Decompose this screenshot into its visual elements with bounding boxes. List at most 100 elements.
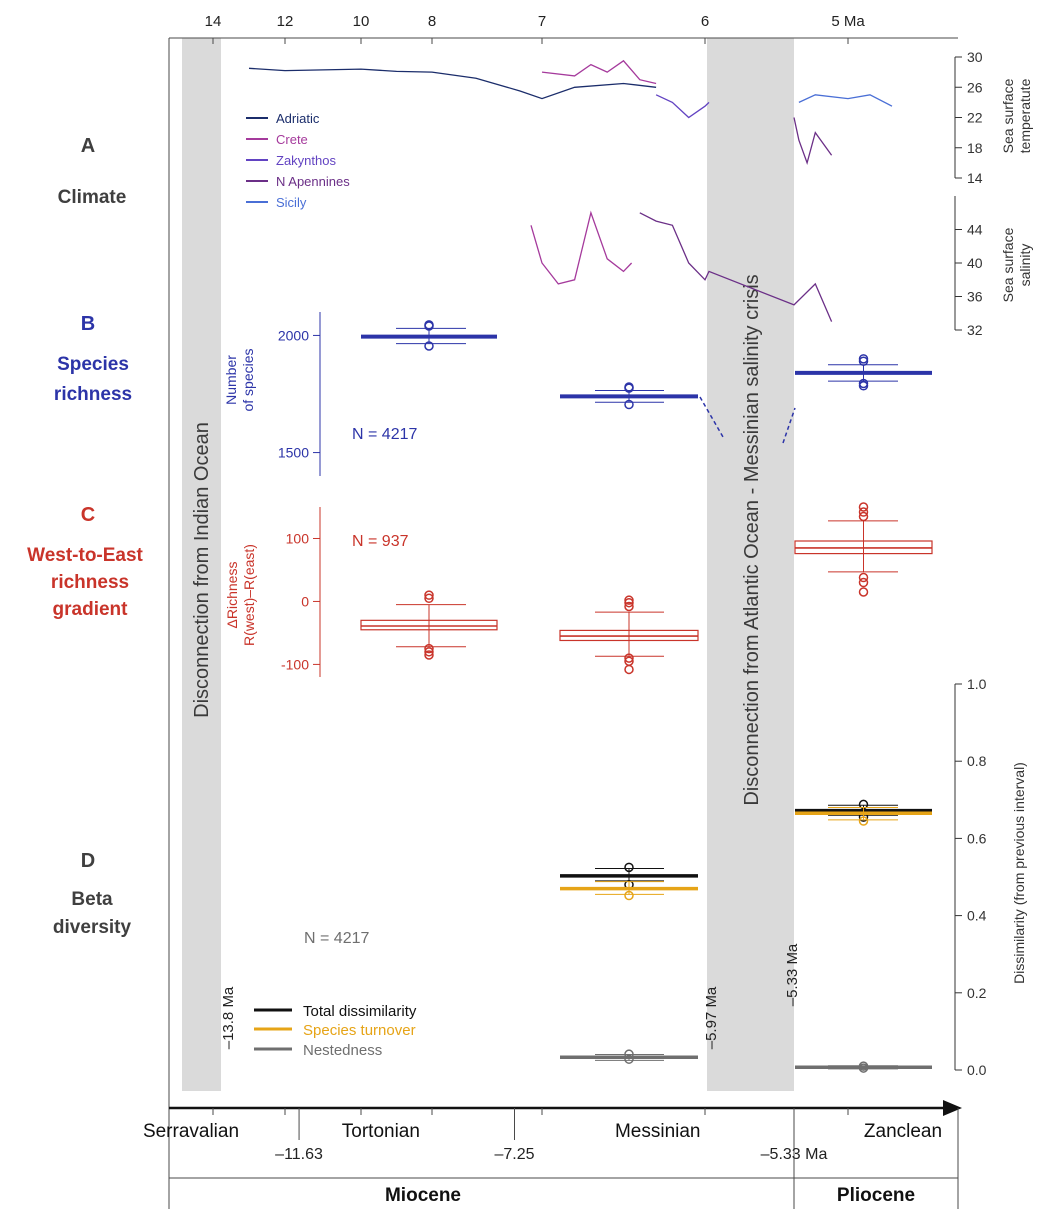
sss-line-crete <box>530 210 633 285</box>
gradient-messinian-outlier <box>624 601 634 612</box>
beta-tick-label: 1.0 <box>967 676 987 692</box>
gradient-messinian-outlier <box>624 664 634 675</box>
top-tick-label: 8 <box>428 13 436 30</box>
gradient-zanclean-outlier <box>858 507 869 517</box>
richness-tortonian-outlier <box>424 341 434 351</box>
epoch-pliocene: Pliocene <box>837 1185 915 1206</box>
gradient-tortonian-outlier <box>424 643 434 654</box>
gradient-tortonian-outlier <box>424 593 434 604</box>
sss-tick-label: 40 <box>967 255 983 271</box>
axes-group: 14 18 22 26 30 32 36 40 44 1500 2000 -100 0 100 0.0 0.2… <box>278 49 987 1078</box>
beta-tick-label: 0.2 <box>967 985 987 1001</box>
gradient-zanclean-outlier <box>858 587 869 597</box>
date-5-33-label: –5.33 Ma <box>784 943 801 1006</box>
panel-b-title-line2: richness <box>54 384 132 405</box>
sst-tick-label: 22 <box>967 110 983 126</box>
atlantic-disconnection-band <box>707 38 794 1091</box>
top-tick-label: 10 <box>353 13 370 30</box>
legend-label-crete: Crete <box>276 132 308 147</box>
top-tick-label: 6 <box>701 13 709 30</box>
sst-tick-label: 18 <box>967 140 983 156</box>
sst-line-adriatic <box>248 67 657 100</box>
sst-line-sicily <box>798 94 893 107</box>
atlantic-band-label: Disconnection from Atlantic Ocean - Mess… <box>741 274 763 805</box>
gradient-tick-label: -100 <box>281 656 309 672</box>
epoch-miocene: Miocene <box>385 1185 461 1206</box>
gradient-n-annotation: N = 937 <box>352 533 409 550</box>
sss-tick-label: 32 <box>967 322 983 338</box>
top-tick-label: 7 <box>538 13 546 30</box>
gradient-axis-title-line1: ΔRichness <box>224 562 240 629</box>
legend-label-zakynthos: Zakynthos <box>276 153 336 168</box>
richness-axis-title-line2: of species <box>240 348 256 411</box>
legend-label-total: Total dissimilarity <box>303 1003 417 1020</box>
panel-c-title-line3: gradient <box>53 599 129 620</box>
gradient-tortonian-outlier <box>424 650 434 660</box>
gradient-tick-label: 0 <box>301 593 309 609</box>
legend-label-sicily: Sicily <box>276 195 307 210</box>
legend-label-turnover: Species turnover <box>303 1022 416 1039</box>
gradient-messinian-outlier <box>624 595 634 605</box>
gradient-tortonian-outlier <box>424 590 434 600</box>
panel-a-title: Climate <box>58 187 127 208</box>
beta-nestedness-messinian-outlier <box>624 1054 634 1064</box>
richness-connector-right <box>782 407 796 444</box>
date-13-8-label: –13.8 Ma <box>220 986 237 1049</box>
panel-d-title-line1: Beta <box>71 889 113 910</box>
richness-zanclean-outlier <box>858 354 869 364</box>
richness-messinian-outlier <box>624 399 634 410</box>
panel-b-title-line1: Species <box>57 354 129 375</box>
sst-tick-label: 14 <box>967 170 983 186</box>
legend-label-nestedness: Nestedness <box>303 1042 382 1059</box>
gradient-messinian-outlier <box>624 656 634 667</box>
indian-ocean-band-label: Disconnection from Indian Ocean <box>191 422 213 718</box>
sst-axis-title-line2: temperatute <box>1017 78 1033 153</box>
indian-ocean-disconnection-band <box>182 38 221 1091</box>
beta-nestedness-zanclean-outlier <box>858 1061 869 1071</box>
gradient-zanclean-outlier <box>858 572 869 583</box>
sss-tick-label: 36 <box>967 289 983 305</box>
sst-axis-title-line1: Sea surface <box>1000 78 1016 153</box>
top-tick-label: 5 Ma <box>831 13 865 30</box>
richness-tick-label: 2000 <box>278 327 309 343</box>
beta-turnover-zanclean-outlier <box>858 816 869 826</box>
panel-d-title-line2: diversity <box>53 917 132 938</box>
legend-label-adriatic: Adriatic <box>276 111 320 126</box>
stage-label-serravalian: Serravalian <box>143 1121 239 1142</box>
panel-c-title-line2: richness <box>51 572 129 593</box>
gradient-zanclean-outlier <box>858 502 869 512</box>
date-5-97-label: –5.97 Ma <box>703 986 720 1049</box>
richness-n-annotation: N = 4217 <box>352 426 417 443</box>
beta-tick-label: 0.4 <box>967 908 987 924</box>
sst-tick-label: 30 <box>967 49 983 65</box>
beta-axis-title: Dissimilarity (from previous interval) <box>1011 762 1027 984</box>
richness-messinian-outlier <box>624 382 634 392</box>
gradient-tick-label: 100 <box>286 530 310 546</box>
richness-connector-left <box>699 396 724 438</box>
top-tick-label: 14 <box>205 13 222 30</box>
stage-boundary-label: –11.63 <box>275 1146 323 1163</box>
gradient-tortonian-outlier <box>424 647 434 657</box>
sst-line-n-apennines <box>793 117 833 166</box>
beta-turnover-messinian-outlier <box>624 890 634 901</box>
panel-c-title-line1: West-to-East <box>27 545 143 566</box>
sss-axis-title-line1: Sea surface <box>1000 227 1016 302</box>
stage-label-zanclean: Zanclean <box>864 1121 942 1142</box>
gradient-tortonian-box <box>360 619 498 631</box>
beta-legend: Total dissimilarity Species turnover Nes… <box>254 1003 417 1059</box>
richness-axis-title-line1: Number <box>223 355 239 405</box>
sss-axis-title-line2: salinity <box>1017 244 1033 287</box>
panel-c-letter: C <box>81 504 95 526</box>
beta-n-annotation: N = 4217 <box>304 930 369 947</box>
beta-tick-label: 0.6 <box>967 830 987 846</box>
richness-tick-label: 1500 <box>278 445 309 461</box>
top-time-ticks: 14 12 10 8 7 6 5 Ma <box>205 13 865 44</box>
gradient-zanclean-outlier <box>858 511 869 522</box>
stage-label-tortonian: Tortonian <box>342 1121 420 1142</box>
beta-nestedness-messinian-outlier <box>624 1049 634 1059</box>
beta-tick-label: 0.0 <box>967 1062 987 1078</box>
time-arrow-head <box>943 1100 962 1116</box>
stage-boundary-label: –5.33 Ma <box>761 1146 828 1163</box>
sst-line-crete <box>541 59 657 85</box>
